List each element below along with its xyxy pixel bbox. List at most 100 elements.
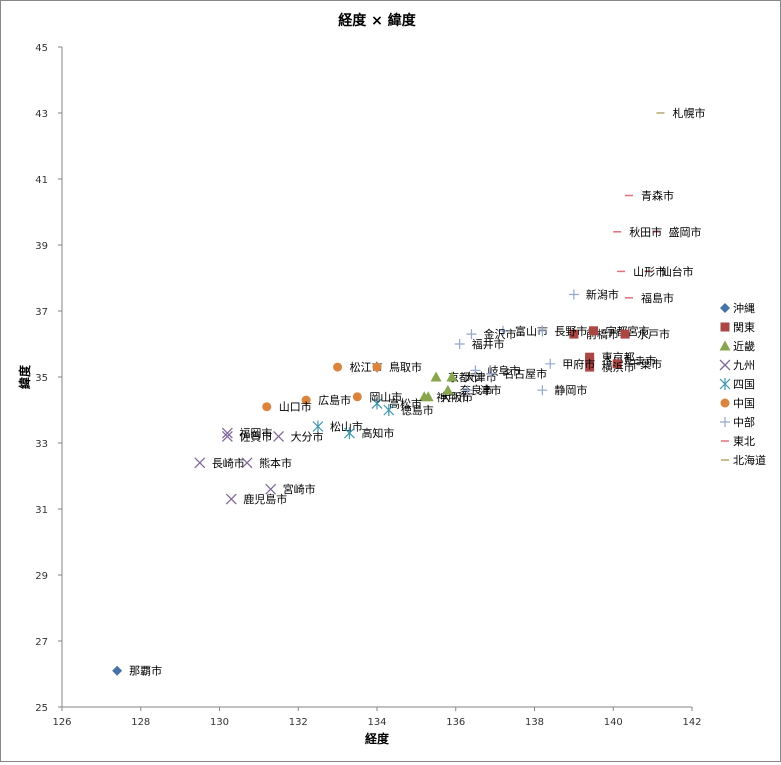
data-point: [273, 430, 285, 442]
data-label: 金沢市: [484, 327, 517, 341]
data-label: 千葉市: [629, 357, 662, 371]
data-label: 津市: [480, 383, 502, 397]
data-point: [430, 371, 442, 382]
y-tick-label: 43: [35, 109, 48, 120]
y-tick-label: 45: [35, 43, 48, 54]
data-point: [589, 326, 599, 336]
x-tick-label: 126: [52, 717, 71, 728]
data-point: [194, 457, 206, 469]
x-tick-label: 130: [210, 717, 229, 728]
data-label: 甲府市: [562, 357, 595, 371]
y-tick-label: 39: [35, 241, 48, 252]
y-tick-label: 33: [35, 439, 48, 450]
y-tick-label: 35: [35, 373, 48, 384]
data-label: 高知市: [361, 426, 394, 440]
data-label: 山形市: [633, 264, 666, 278]
x-axis-title: 経度: [365, 731, 390, 746]
y-tick-label: 41: [35, 175, 48, 186]
data-point: [585, 356, 595, 365]
data-label: 富山市: [515, 324, 548, 338]
y-axis-title: 緯度: [17, 364, 32, 389]
data-point: [537, 325, 548, 336]
legend-marker: [720, 303, 730, 313]
data-label: 高松市: [389, 396, 422, 410]
data-point: [568, 289, 579, 300]
x-tick-label: 138: [525, 717, 544, 728]
data-point: [265, 483, 277, 495]
legend-label: 近畿: [733, 339, 755, 353]
data-label: 盛岡市: [669, 225, 702, 239]
legend-label: 沖縄: [733, 301, 755, 315]
legend-label: 中部: [733, 415, 755, 429]
data-point: [470, 365, 481, 376]
data-point: [221, 427, 233, 439]
data-point: [442, 384, 454, 395]
data-label: 福島市: [641, 291, 674, 305]
data-point: [466, 329, 477, 340]
legend-marker: [720, 322, 730, 332]
x-tick-label: 140: [604, 717, 623, 728]
legend-marker: [720, 417, 730, 427]
x-tick-label: 136: [446, 717, 465, 728]
data-point: [312, 420, 324, 433]
legend-label: 四国: [733, 378, 755, 391]
data-point: [333, 362, 343, 372]
data-point: [241, 457, 253, 469]
data-label: 長野市: [554, 324, 587, 338]
y-tick-label: 25: [35, 703, 48, 714]
legend-label: 東北: [733, 435, 755, 448]
x-tick-label: 142: [682, 717, 701, 728]
data-label: 広島市: [318, 393, 351, 407]
data-point: [585, 362, 595, 372]
data-label: 宮崎市: [283, 482, 316, 496]
x-tick-label: 128: [131, 717, 150, 728]
data-point: [545, 358, 556, 369]
x-tick-label: 132: [289, 717, 308, 728]
data-point: [344, 427, 355, 440]
data-point: [383, 404, 395, 416]
data-point: [301, 395, 311, 405]
y-tick-label: 29: [35, 571, 48, 582]
data-label: 東京都: [602, 350, 635, 364]
x-tick-label: 134: [367, 717, 386, 728]
data-point: [352, 392, 362, 402]
data-label: 山口市: [279, 400, 312, 414]
data-label: 長崎市: [212, 456, 245, 470]
data-point: [462, 385, 473, 396]
data-label: 仙台市: [661, 264, 694, 278]
y-tick-label: 27: [35, 637, 48, 648]
data-point: [498, 325, 508, 336]
data-label: 福井市: [472, 337, 505, 351]
data-label: 名古屋市: [503, 367, 547, 381]
data-label: 秋田市: [629, 225, 662, 239]
data-label: 福岡市: [239, 426, 272, 440]
data-point: [225, 493, 237, 505]
legend-label: 関東: [733, 321, 755, 334]
data-label: 大分市: [291, 429, 324, 443]
data-label: 鳥取市: [389, 360, 422, 374]
data-label: 岡山市: [369, 390, 402, 404]
legend-label: 中国: [733, 397, 755, 410]
data-label: 新潟市: [586, 288, 619, 302]
legend-label: 北海道: [733, 453, 766, 467]
data-label: 水戸市: [637, 327, 670, 341]
data-point: [486, 368, 497, 379]
data-point: [612, 359, 622, 369]
data-label: 徳島市: [401, 403, 434, 417]
data-label: 札幌市: [673, 106, 706, 120]
legend-label: 九州: [733, 359, 755, 372]
data-label: 松山市: [330, 420, 363, 434]
data-point: [620, 329, 630, 339]
data-point: [537, 385, 548, 396]
data-point: [569, 329, 579, 339]
data-point: [112, 665, 123, 676]
legend-marker: [720, 398, 730, 408]
data-point: [262, 402, 272, 412]
data-label: 熊本市: [259, 456, 292, 470]
data-point: [221, 430, 233, 442]
y-tick-label: 37: [35, 307, 48, 318]
data-label: 鹿児島市: [243, 492, 287, 506]
y-tick-label: 31: [35, 505, 48, 516]
